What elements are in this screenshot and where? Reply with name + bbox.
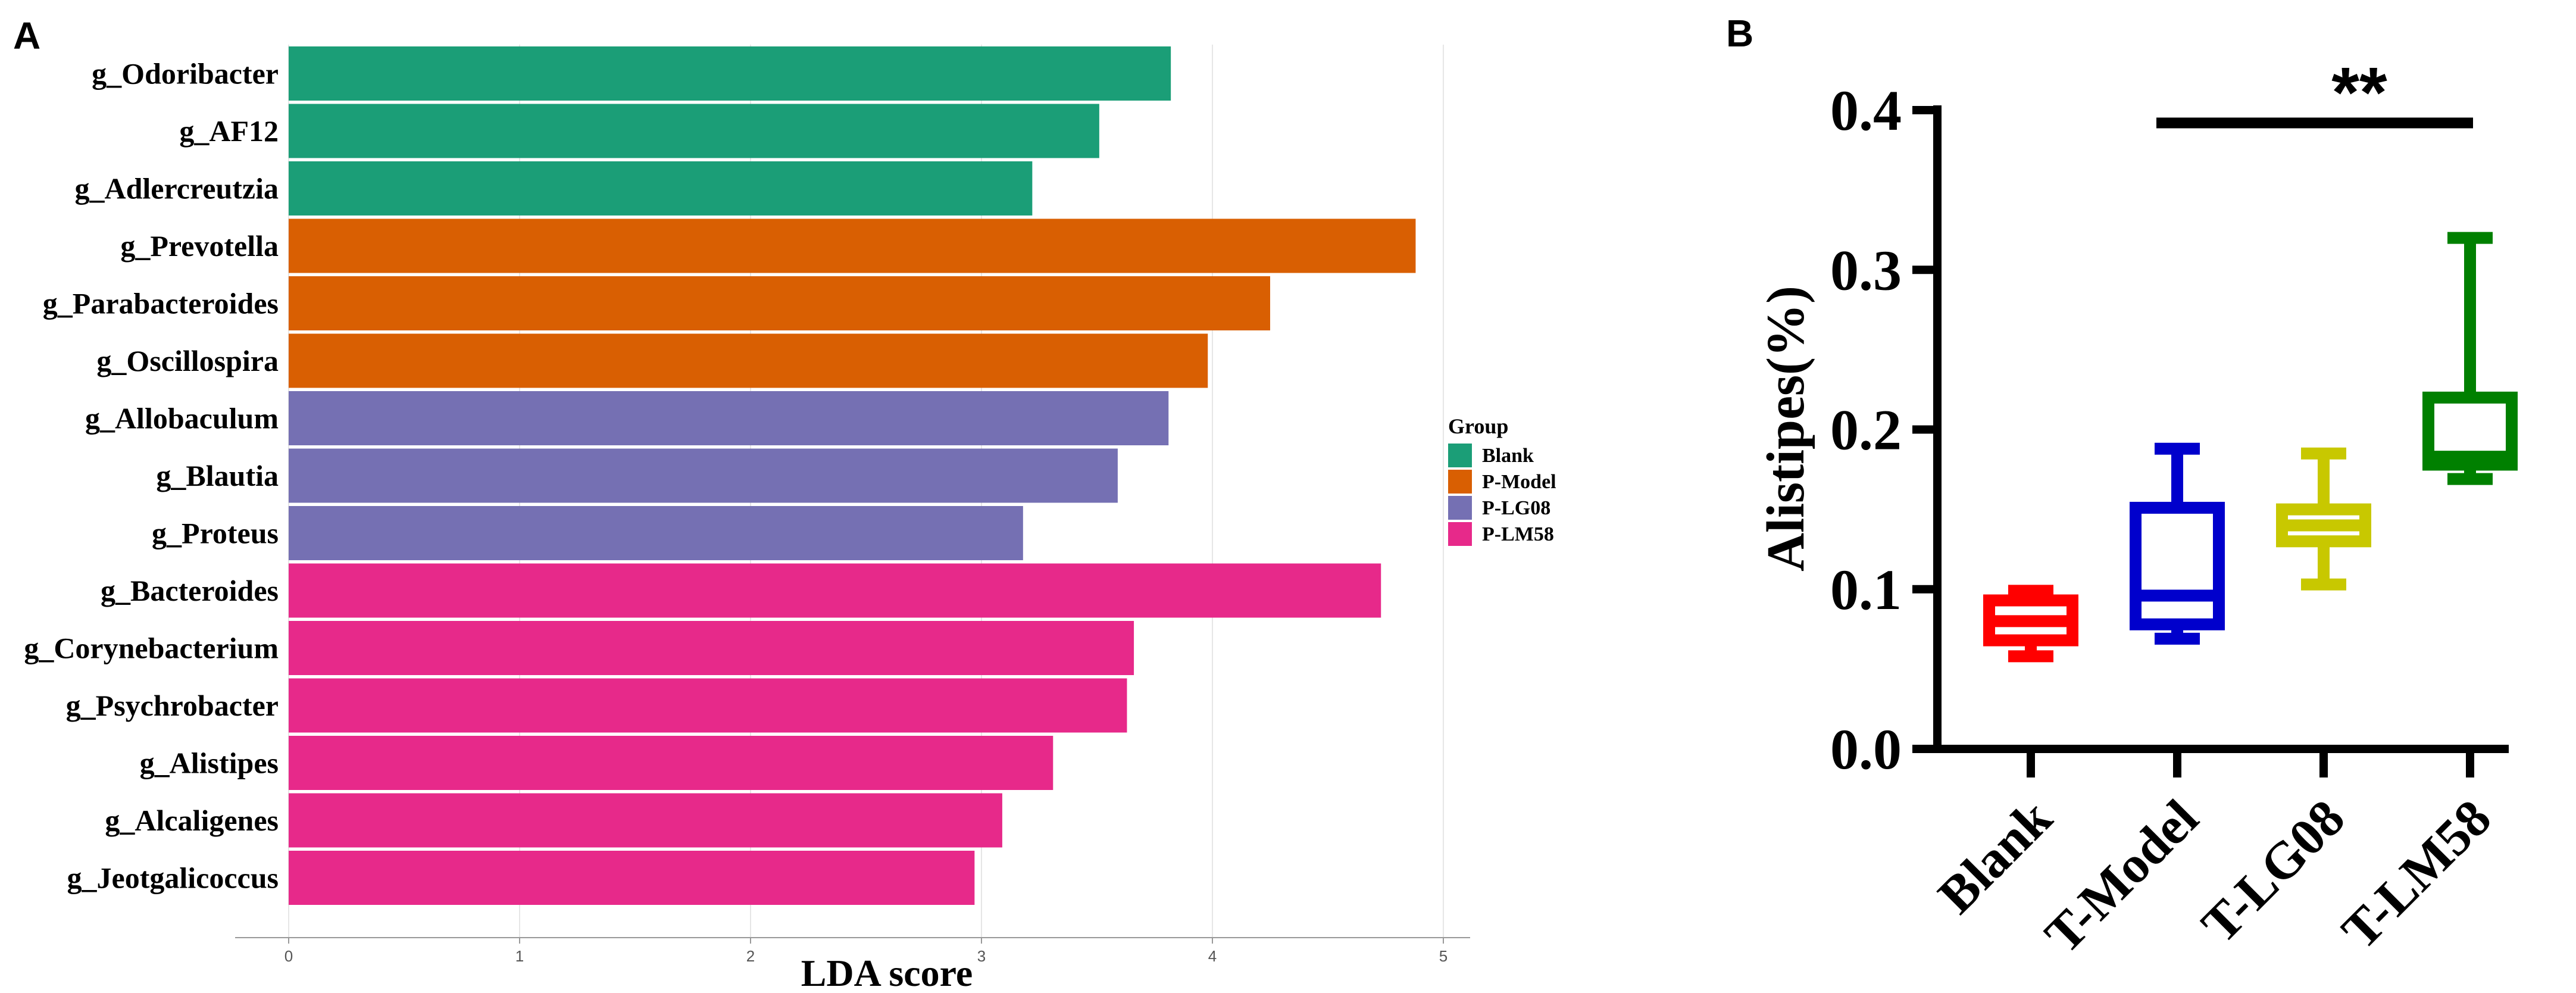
box-t-model <box>2130 442 2225 645</box>
y-tick-label: 0.0 <box>1830 717 1902 781</box>
significance-stars: ** <box>2331 52 2387 132</box>
y-tick-label: 0.2 <box>1830 398 1902 462</box>
bar-label-g-oscillospira: g_Oscillospira <box>96 344 279 377</box>
bar-label-g-parabacteroides: g_Parabacteroides <box>43 287 279 320</box>
bar-g-psychrobacter <box>289 678 1127 733</box>
legend-label-p-lm58: P-LM58 <box>1482 523 1554 545</box>
bar-label-g-alcaligenes: g_Alcaligenes <box>105 804 279 837</box>
bar-label-g-af12: g_AF12 <box>179 114 279 148</box>
box-blank <box>1983 585 2078 663</box>
box-t-lm58 <box>2422 232 2518 485</box>
x-tick-label: 5 <box>1439 947 1448 965</box>
legend-label-p-model: P-Model <box>1482 471 1556 493</box>
legend-swatch-p-lg08 <box>1448 496 1472 520</box>
panel-b-letter: B <box>1726 12 1753 55</box>
bar-label-g-jeotgalicoccus: g_Jeotgalicoccus <box>67 861 279 895</box>
bar-g-corynebacterium <box>289 621 1134 675</box>
bar-g-alistipes <box>289 736 1053 790</box>
legend: Group Blank P-Model P-LG08 P-LM58 <box>1448 414 1556 546</box>
bar-g-jeotgalicoccus <box>289 851 975 905</box>
bar-g-af12 <box>289 104 1099 158</box>
y-tick-label: 0.1 <box>1830 558 1902 622</box>
bar-g-oscillospira <box>289 333 1208 388</box>
x-tick-label: 1 <box>515 947 524 965</box>
bar-label-g-bacteroides: g_Bacteroides <box>101 574 279 607</box>
x-tick-label-blank: Blank <box>1927 789 2063 925</box>
bar-label-g-blautia: g_Blautia <box>156 459 279 492</box>
bar-g-odoribacter <box>289 46 1171 101</box>
legend-swatch-blank <box>1448 444 1472 467</box>
bar-g-bacteroides <box>289 563 1381 618</box>
bar-g-blautia <box>289 448 1118 503</box>
panel-a-letter: A <box>13 14 40 57</box>
bar-label-g-psychrobacter: g_Psychrobacter <box>66 689 279 722</box>
bar-g-allobaculum <box>289 391 1169 445</box>
bar-label-g-proteus: g_Proteus <box>152 517 279 550</box>
box-t-lg08 <box>2276 447 2371 591</box>
alistipes-box-plot: 0.00.10.20.30.4BlankT-ModelT-LG08T-LM58 … <box>1756 52 2518 964</box>
y-axis-title: Alistipes(%) <box>1756 286 1815 572</box>
legend-label-blank: Blank <box>1482 445 1534 467</box>
x-tick-label-t-lg08: T-LG08 <box>2191 789 2356 954</box>
x-tick-label: 4 <box>1208 947 1217 965</box>
bar-g-parabacteroides <box>289 276 1270 330</box>
bar-label-g-prevotella: g_Prevotella <box>120 229 279 263</box>
legend-label-p-lg08: P-LG08 <box>1482 497 1550 519</box>
bar-g-proteus <box>289 506 1023 560</box>
bar-label-g-odoribacter: g_Odoribacter <box>92 57 279 90</box>
bar-g-adlercreutzia <box>289 161 1033 216</box>
x-tick-label: 0 <box>285 947 293 965</box>
x-tick-label-t-lm58: T-LM58 <box>2331 789 2503 961</box>
bar-label-g-allobaculum: g_Allobaculum <box>85 402 279 435</box>
x-tick-label: 2 <box>746 947 755 965</box>
legend-swatch-p-model <box>1448 470 1472 494</box>
bar-label-g-corynebacterium: g_Corynebacterium <box>24 632 279 665</box>
iqr-box <box>2130 501 2225 630</box>
x-axis-title: LDA score <box>801 952 973 993</box>
bar-g-prevotella <box>289 218 1416 273</box>
x-tick-label: 3 <box>977 947 986 965</box>
bar-label-g-adlercreutzia: g_Adlercreutzia <box>74 172 279 205</box>
bar-g-alcaligenes <box>289 793 1002 848</box>
y-tick-label: 0.4 <box>1830 79 1902 142</box>
bar-label-g-alistipes: g_Alistipes <box>140 747 279 780</box>
legend-title: Group <box>1448 414 1508 438</box>
x-tick-label-t-model: T-Model <box>2034 789 2209 964</box>
y-tick-label: 0.3 <box>1830 238 1902 302</box>
lda-bar-chart: g_Odoribacter g_AF12 g_Adlercreutzia g_Prev… <box>24 45 1556 993</box>
legend-swatch-p-lm58 <box>1448 522 1472 546</box>
